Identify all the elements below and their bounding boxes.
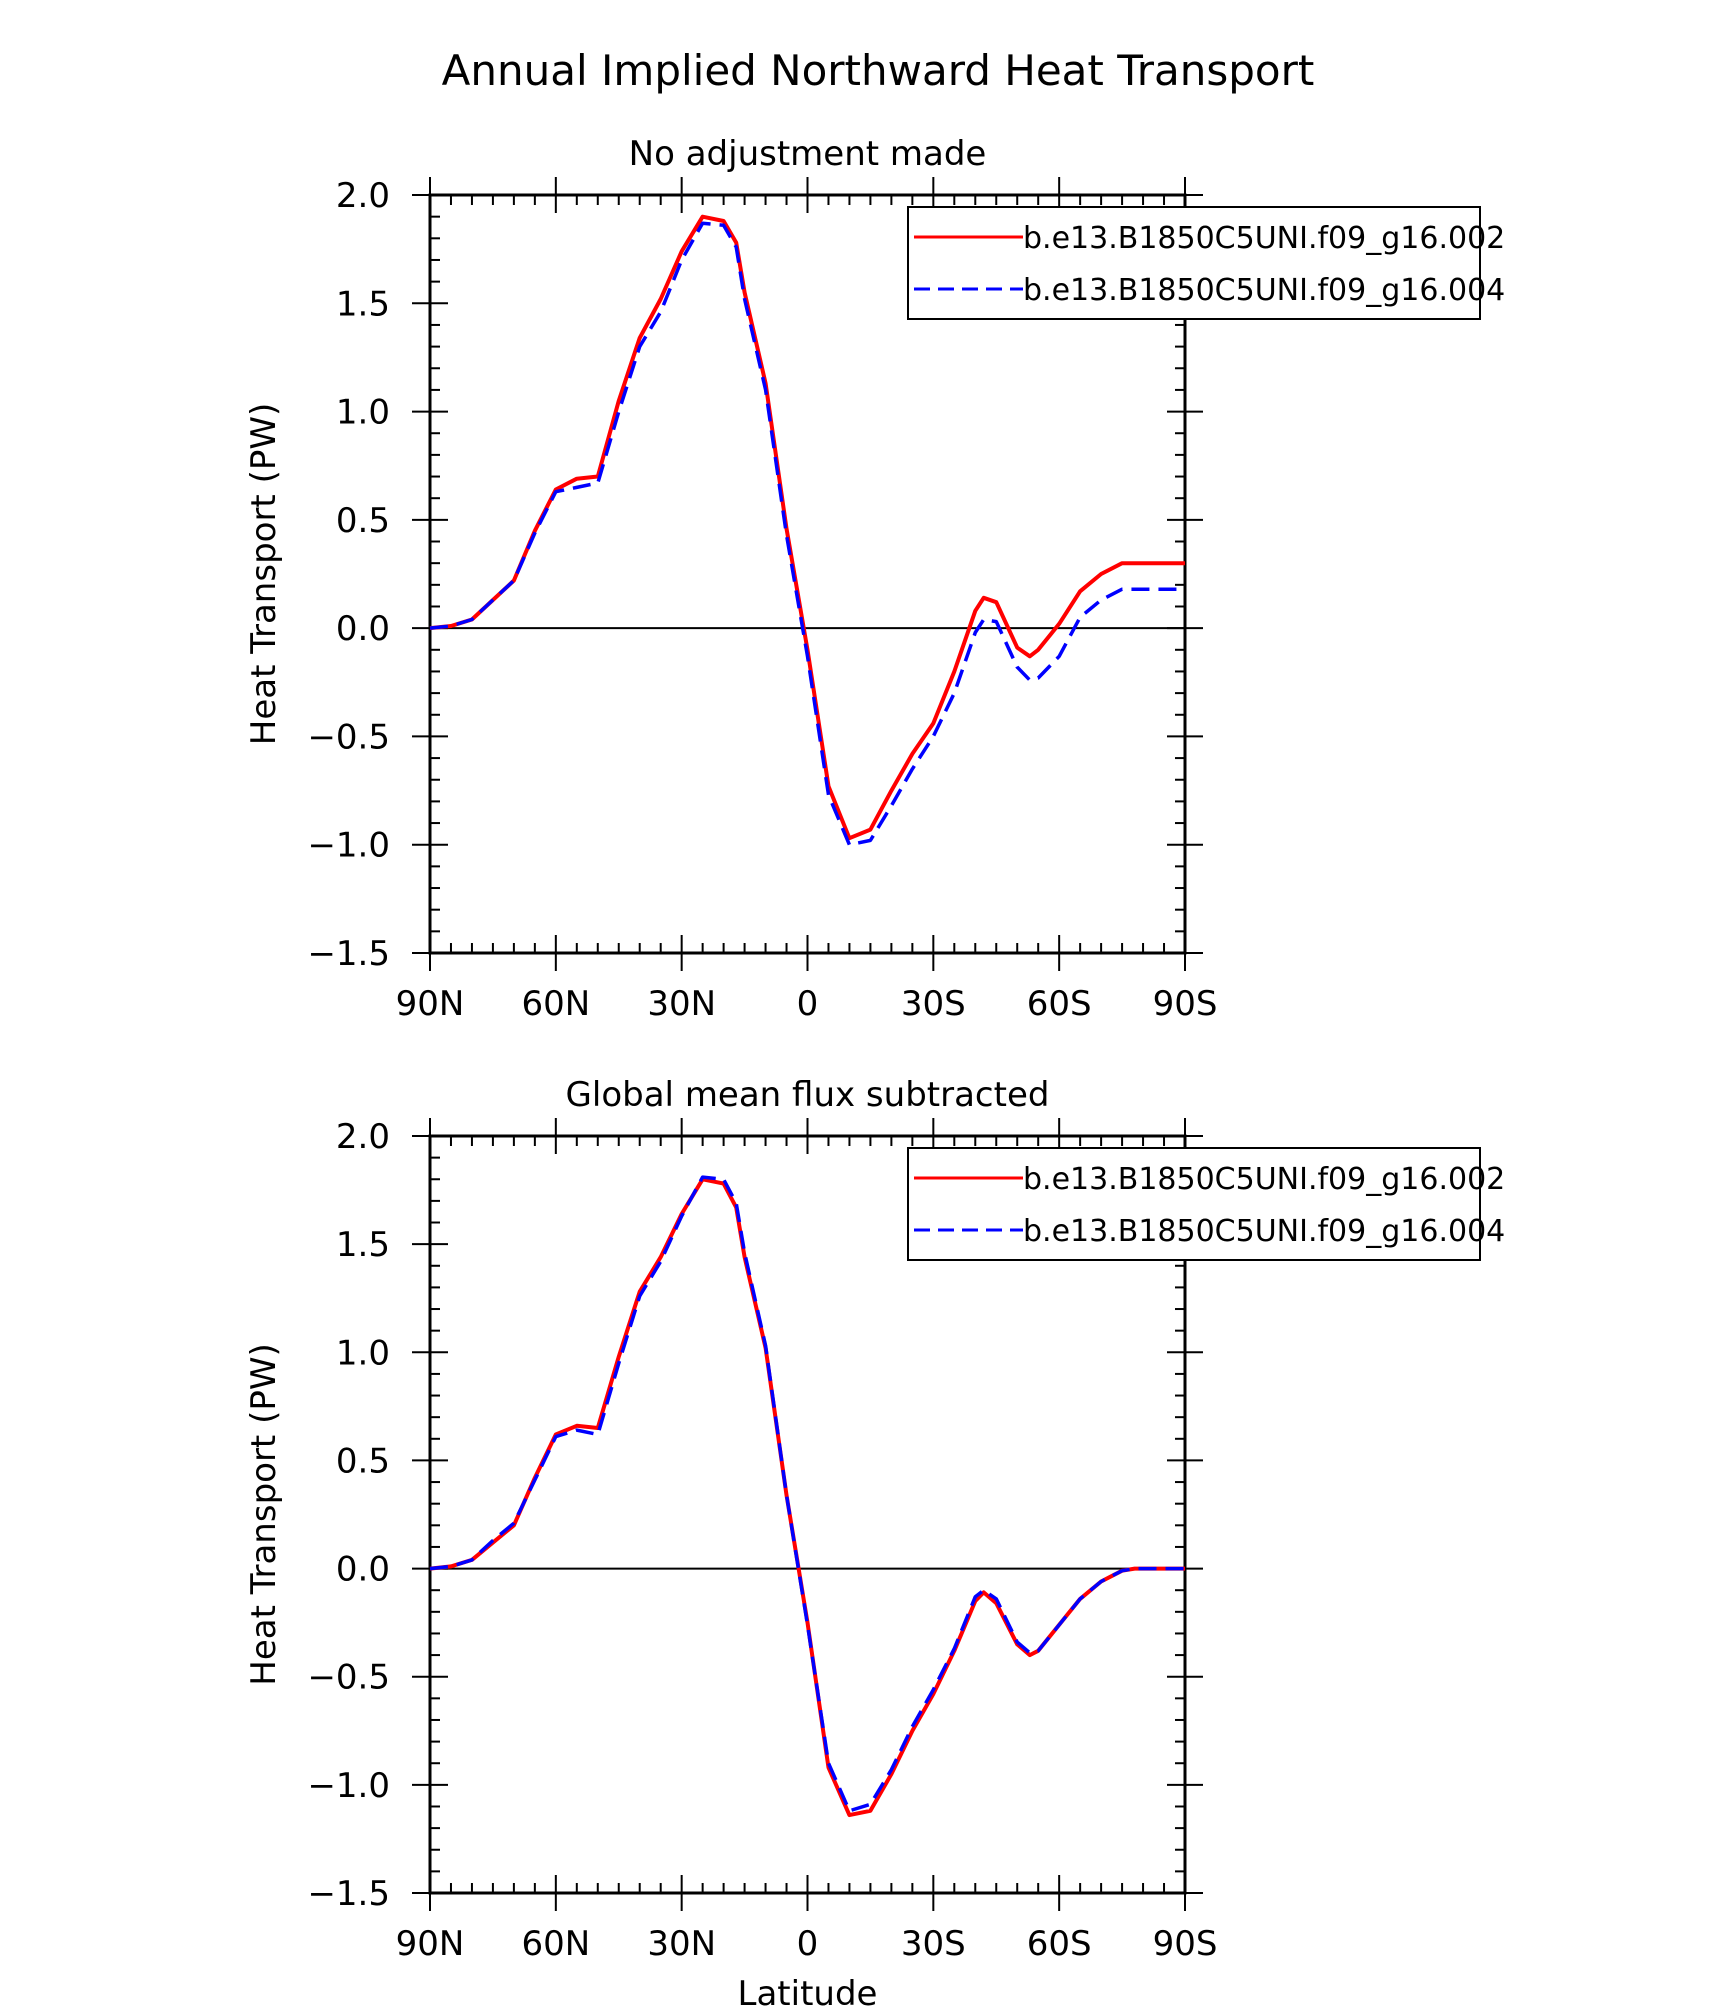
plot-frame: [428, 193, 1187, 955]
panel-title: No adjustment made: [629, 134, 987, 174]
y-tick-label: 0.5: [336, 1441, 390, 1481]
y-tick-label: −0.5: [307, 717, 390, 757]
x-tick-label: 90S: [1153, 1924, 1218, 1964]
x-tick-label: 0: [797, 1924, 819, 1964]
legend: b.e13.B1850C5UNI.f09_g16.002 b.e13.B1850C…: [907, 1147, 1505, 1261]
axis-ticks: [412, 177, 1203, 971]
x-tick-label: 60N: [521, 1924, 590, 1964]
plot-frame: [428, 1134, 1187, 1895]
series-line-2: [429, 1175, 1185, 1813]
y-tick-label: 0.5: [336, 501, 390, 541]
y-tick-label: 0.0: [336, 609, 390, 649]
x-tick-label: 0: [797, 984, 819, 1024]
y-tick-label: −0.5: [307, 1658, 390, 1698]
y-tick-label: −1.5: [307, 1874, 390, 1914]
legend: b.e13.B1850C5UNI.f09_g16.002 b.e13.B1850C…: [907, 206, 1505, 320]
x-tick-label: 30N: [647, 984, 716, 1024]
y-tick-label: −1.0: [307, 826, 390, 866]
figure-title: Annual Implied Northward Heat Transport: [442, 46, 1315, 95]
legend-label-2: b.e13.B1850C5UNI.f09_g16.004: [1023, 1214, 1505, 1249]
series-line-1: [429, 214, 1185, 841]
series-line-1: [429, 1177, 1185, 1818]
legend-box: [907, 206, 1481, 320]
x-tick-label: 60N: [521, 984, 590, 1024]
y-tick-label: 1.0: [336, 393, 390, 433]
legend-label-2: b.e13.B1850C5UNI.f09_g16.004: [1023, 273, 1505, 308]
series-line-2: [429, 221, 1185, 847]
x-axis-label: Latitude: [738, 1974, 878, 2008]
x-tick-label: 60S: [1027, 984, 1092, 1024]
y-tick-label: −1.5: [307, 934, 390, 974]
panel-global-mean-subtracted: Global mean flux subtracted 90N 60N 30N 0 30S…: [244, 1075, 1505, 2008]
x-tick-label: 60S: [1027, 1924, 1092, 1964]
y-axis-label: Heat Transport (PW): [244, 1343, 284, 1685]
x-tick-label: 30N: [647, 1924, 716, 1964]
y-tick-label: −1.0: [307, 1766, 390, 1806]
panel-no-adjustment: No adjustment made 90N 60N 30N 0 30S 60S 90S −1.…: [244, 134, 1505, 1024]
x-tick-label: 90N: [396, 1924, 465, 1964]
legend-label-1: b.e13.B1850C5UNI.f09_g16.002: [1023, 1162, 1505, 1197]
y-tick-label: 1.0: [336, 1333, 390, 1373]
legend-label-1: b.e13.B1850C5UNI.f09_g16.002: [1023, 221, 1505, 256]
panel-title: Global mean flux subtracted: [566, 1075, 1050, 1115]
x-tick-label: 90S: [1153, 984, 1218, 1024]
y-tick-label: 0.0: [336, 1550, 390, 1590]
y-tick-label: 2.0: [336, 176, 390, 216]
y-axis-label: Heat Transport (PW): [244, 403, 284, 745]
x-tick-label: 90N: [396, 984, 465, 1024]
y-tick-label: 1.5: [336, 1225, 390, 1265]
y-tick-label: 2.0: [336, 1117, 390, 1157]
x-tick-label: 30S: [901, 1924, 966, 1964]
y-tick-label: 1.5: [336, 284, 390, 324]
x-tick-label: 30S: [901, 984, 966, 1024]
legend-box: [907, 1147, 1481, 1261]
